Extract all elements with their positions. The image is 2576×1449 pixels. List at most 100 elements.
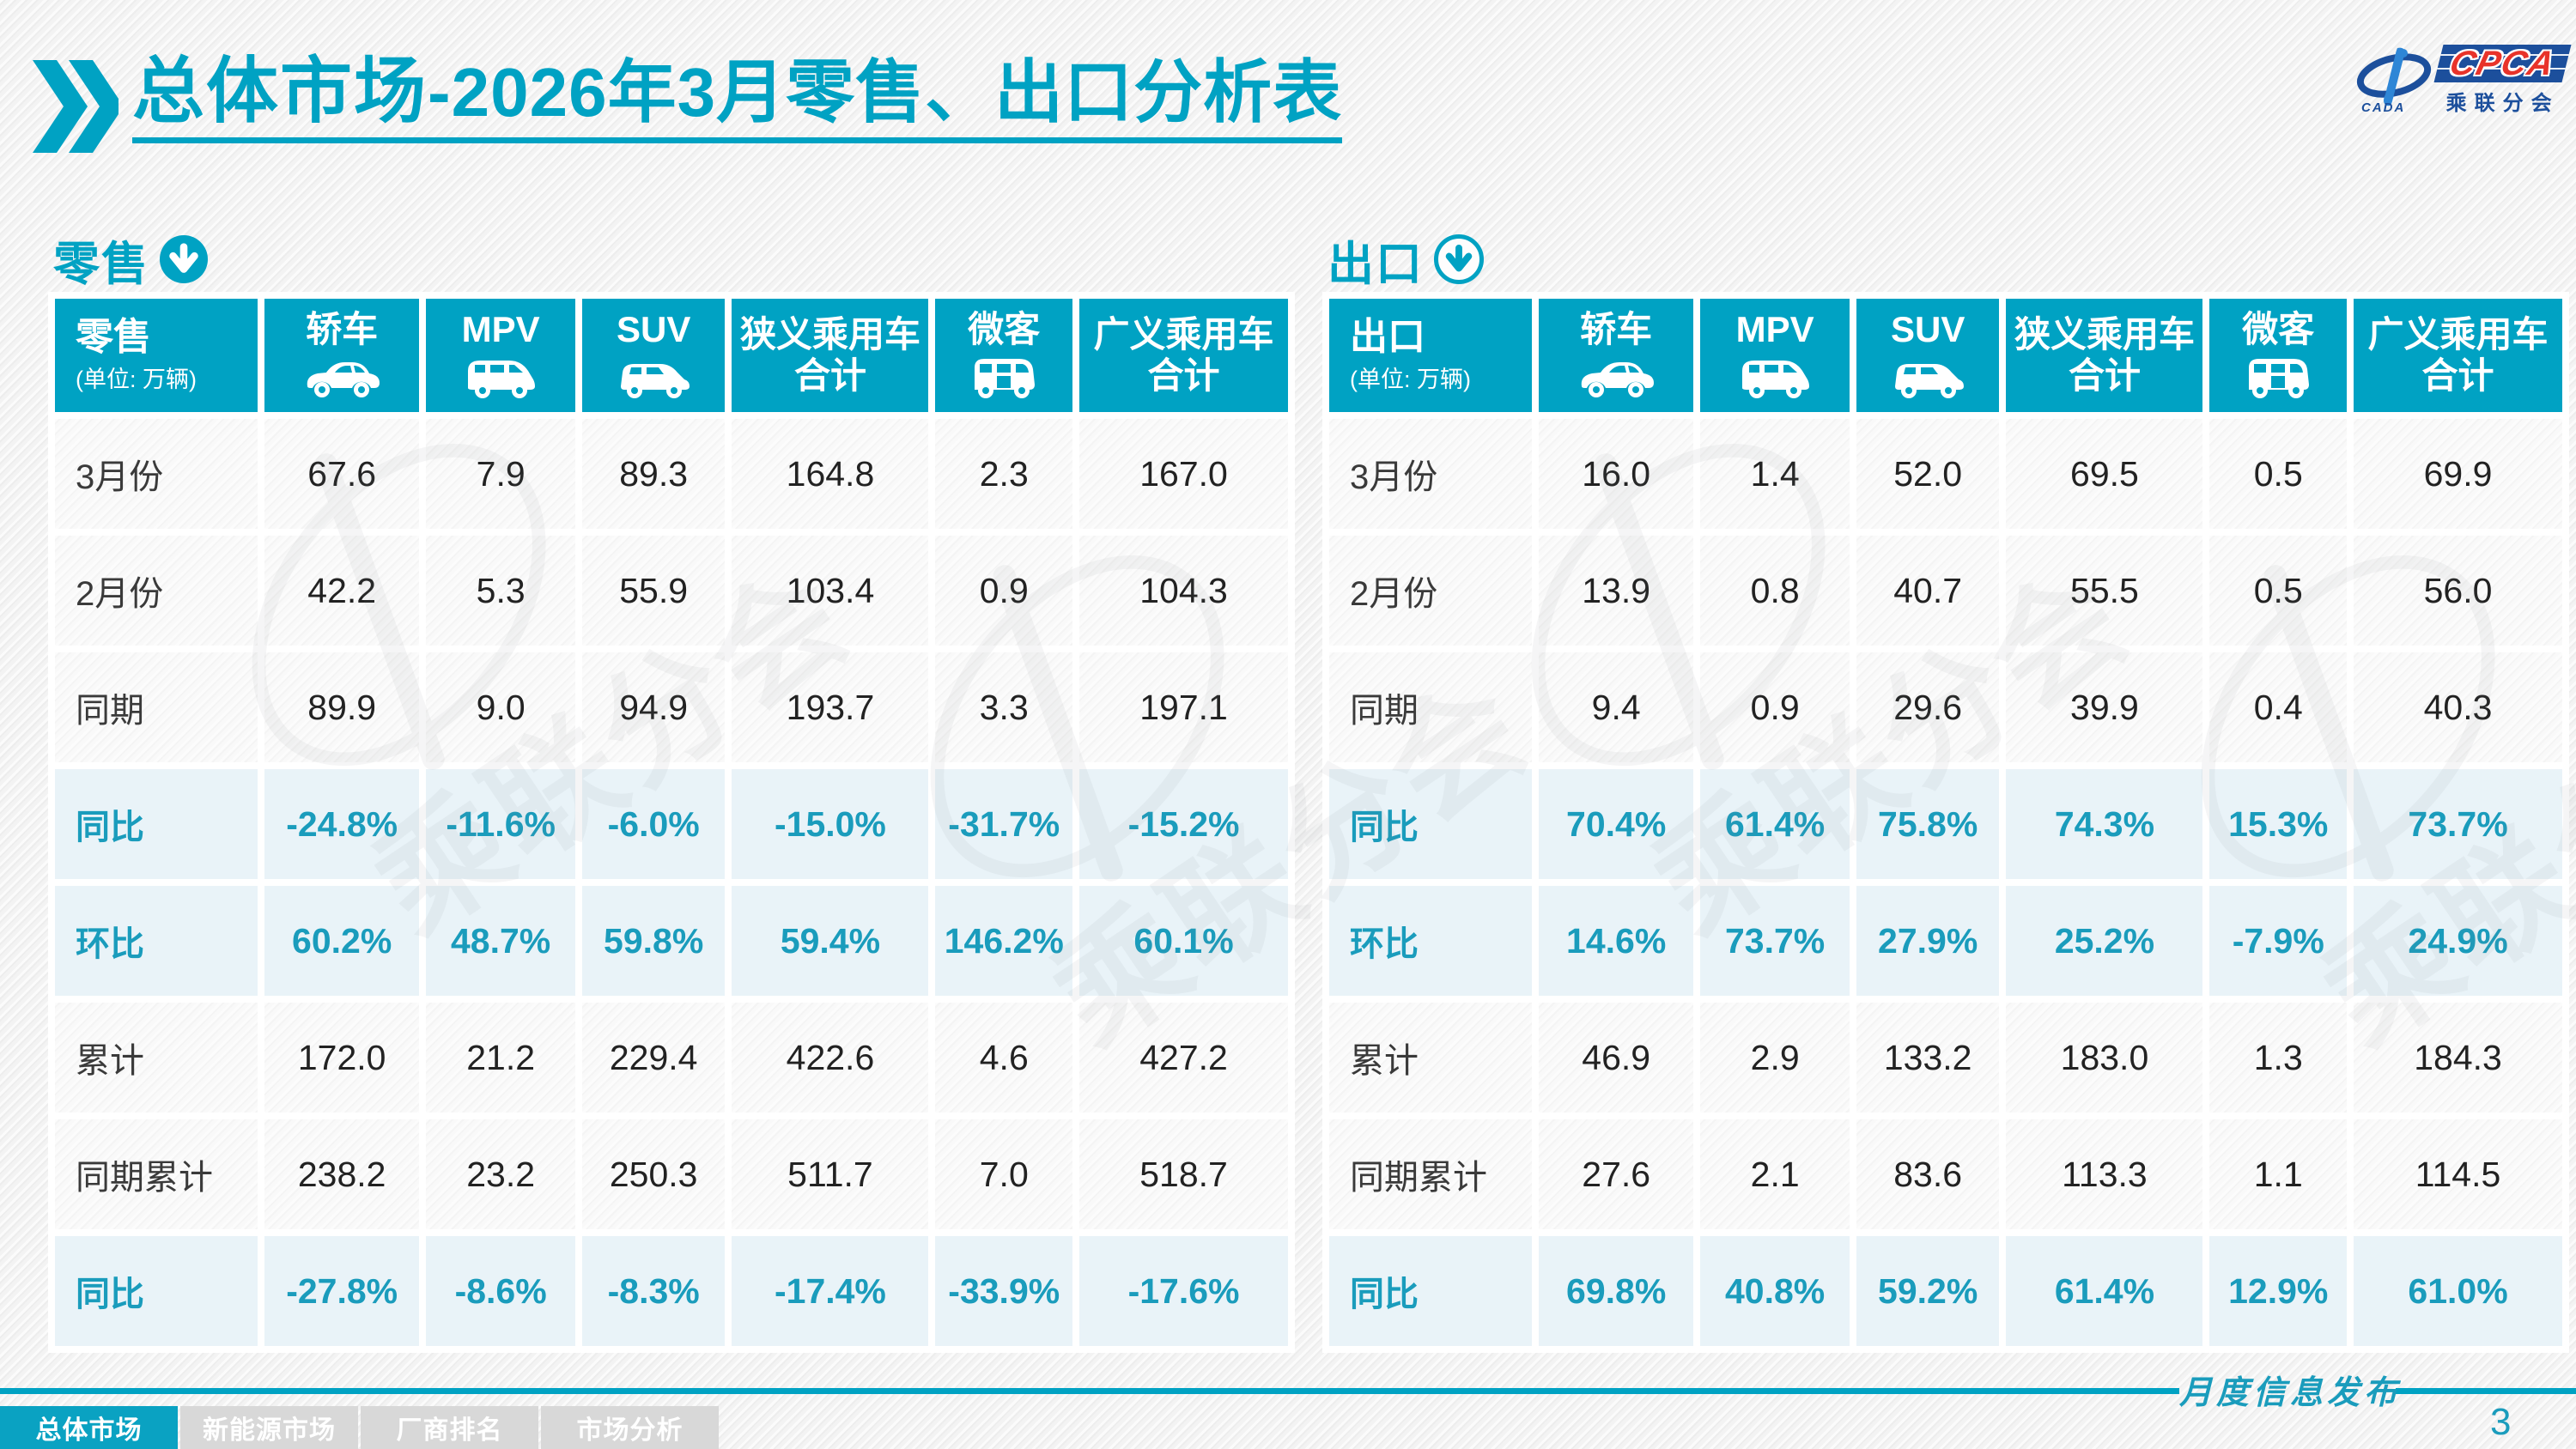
row-label: 同比 xyxy=(1329,1236,1532,1346)
table-cell: -33.9% xyxy=(935,1236,1073,1346)
ring-circle-down-arrow-icon xyxy=(1434,234,1484,284)
column-label: 微客 xyxy=(968,308,1041,349)
cpca-logo: CADA CPCA 乘联分会 xyxy=(2354,45,2572,118)
table-cell: 73.7% xyxy=(1700,886,1850,996)
table-cell: 48.7% xyxy=(426,886,575,996)
cada-wordmark: CADA xyxy=(2361,100,2406,115)
table-cell: 25.2% xyxy=(2006,886,2203,996)
table-cell: 7.9 xyxy=(426,419,575,529)
table-row: 同期累计 238.2 23.2 250.3 511.7 7.0 518.7 xyxy=(55,1119,1288,1229)
table-cell: 518.7 xyxy=(1079,1119,1288,1229)
table-cell: 39.9 xyxy=(2006,652,2203,762)
retail-table: 零售 (单位: 万辆) 轿车 MPV SUV 狭义乘用车 合计 微客 广义乘用车 合计 3月份 67.… xyxy=(48,292,1295,1353)
table-cell: 427.2 xyxy=(1079,1003,1288,1113)
sedan-icon xyxy=(1575,352,1657,402)
cpca-subtitle: 乘联分会 xyxy=(2445,92,2560,115)
row-label: 2月份 xyxy=(55,536,258,646)
header-label: 零售 xyxy=(76,316,151,359)
column-label-line2: 合计 xyxy=(2421,355,2494,396)
table-cell: 13.9 xyxy=(1538,536,1694,646)
table-cell: 94.9 xyxy=(581,652,726,762)
table-cell: 55.9 xyxy=(581,536,726,646)
row-label: 同比 xyxy=(1329,769,1532,879)
table-cell: -27.8% xyxy=(264,1236,420,1346)
table-header-cell: SUV xyxy=(581,299,726,412)
table-cell: 0.9 xyxy=(1700,652,1850,762)
table-header-cell: 轿车 xyxy=(1538,299,1694,412)
table-cell: 9.0 xyxy=(426,652,575,762)
header-label: 出口 xyxy=(1350,316,1425,359)
table-row: 同比 -27.8% -8.6% -8.3% -17.4% -33.9% -17.6% xyxy=(55,1236,1288,1346)
column-label-line2: 合计 xyxy=(2068,355,2141,396)
retail-panel: 零售 零售 (单位: 万辆) 轿车 MPV SUV 狭义乘用车 合计 微客 广义乘用车 合计 3月份… xyxy=(48,228,1295,1353)
table-row: 3月份 16.0 1.4 52.0 69.5 0.5 69.9 xyxy=(1329,419,2562,529)
row-label: 环比 xyxy=(1329,886,1532,996)
table-cell: 5.3 xyxy=(426,536,575,646)
table-row: 2月份 13.9 0.8 40.7 55.5 0.5 56.0 xyxy=(1329,536,2562,646)
table-cell: 9.4 xyxy=(1538,652,1694,762)
table-cell: 73.7% xyxy=(2354,769,2562,879)
table-cell: 250.3 xyxy=(581,1119,726,1229)
nav-tab-3[interactable]: 厂商排名 xyxy=(361,1406,538,1449)
suv-icon xyxy=(612,352,695,402)
table-cell: 60.1% xyxy=(1079,886,1288,996)
table-cell: 238.2 xyxy=(264,1119,420,1229)
table-row: 累计 46.9 2.9 133.2 183.0 1.3 184.3 xyxy=(1329,1003,2562,1113)
table-cell: 60.2% xyxy=(264,886,420,996)
column-label: 轿车 xyxy=(306,308,379,349)
table-cell: 229.4 xyxy=(581,1003,726,1113)
table-cell: 4.6 xyxy=(935,1003,1073,1113)
table-cell: 40.3 xyxy=(2354,652,2562,762)
table-cell: 52.0 xyxy=(1856,419,2000,529)
table-cell: 167.0 xyxy=(1079,419,1288,529)
table-cell: 59.8% xyxy=(581,886,726,996)
column-label: SUV xyxy=(1890,308,1965,349)
nav-tab-1[interactable]: 总体市场 xyxy=(0,1406,178,1449)
nav-tab-4[interactable]: 市场分析 xyxy=(541,1406,719,1449)
table-cell: 103.4 xyxy=(732,536,929,646)
table-header-row: 零售 (单位: 万辆) 轿车 MPV SUV 狭义乘用车 合计 微客 广义乘用车 合计 xyxy=(55,299,1288,412)
table-cell: 146.2% xyxy=(935,886,1073,996)
column-label-line2: 合计 xyxy=(793,355,866,396)
table-row: 同期 89.9 9.0 94.9 193.7 3.3 197.1 xyxy=(55,652,1288,762)
mpv-icon xyxy=(459,352,542,402)
table-cell: 16.0 xyxy=(1538,419,1694,529)
table-header-row: 出口 (单位: 万辆) 轿车 MPV SUV 狭义乘用车 合计 微客 广义乘用车 合计 xyxy=(1329,299,2562,412)
column-label: 广义乘用车 xyxy=(2367,313,2549,355)
table-cell: 67.6 xyxy=(264,419,420,529)
table-cell: -11.6% xyxy=(426,769,575,879)
column-label: MPV xyxy=(1735,308,1814,349)
row-label: 3月份 xyxy=(1329,419,1532,529)
column-label: 狭义乘用车 xyxy=(739,313,920,355)
table-cell: -15.2% xyxy=(1079,769,1288,879)
footer-brand: 月度信息发布 xyxy=(2179,1373,2402,1411)
row-label: 同期 xyxy=(55,652,258,762)
row-label: 环比 xyxy=(55,886,258,996)
table-cell: 422.6 xyxy=(732,1003,929,1113)
table-cell: 1.1 xyxy=(2209,1119,2348,1229)
export-section-header: 出口 xyxy=(1327,228,2569,290)
table-cell: -8.6% xyxy=(426,1236,575,1346)
row-label: 同期累计 xyxy=(55,1119,258,1229)
table-header-cell: 广义乘用车 合计 xyxy=(1079,299,1288,412)
table-header-cell: 狭义乘用车 合计 xyxy=(2006,299,2203,412)
table-cell: 14.6% xyxy=(1538,886,1694,996)
table-cell: 59.2% xyxy=(1856,1236,2000,1346)
table-cell: 70.4% xyxy=(1538,769,1694,879)
table-row: 2月份 42.2 5.3 55.9 103.4 0.9 104.3 xyxy=(55,536,1288,646)
nav-tab-2[interactable]: 新能源市场 xyxy=(180,1406,358,1449)
table-row: 同比 70.4% 61.4% 75.8% 74.3% 15.3% 73.7% xyxy=(1329,769,2562,879)
table-cell: 29.6 xyxy=(1856,652,2000,762)
table-row: 3月份 67.6 7.9 89.3 164.8 2.3 167.0 xyxy=(55,419,1288,529)
table-cell: 511.7 xyxy=(732,1119,929,1229)
table-cell: 183.0 xyxy=(2006,1003,2203,1113)
mpv-icon xyxy=(1734,352,1816,402)
table-cell: 69.5 xyxy=(2006,419,2203,529)
table-cell: -7.9% xyxy=(2209,886,2348,996)
table-cell: 24.9% xyxy=(2354,886,2562,996)
table-cell: 0.5 xyxy=(2209,419,2348,529)
solid-circle-down-arrow-icon xyxy=(160,235,208,283)
table-cell: 197.1 xyxy=(1079,652,1288,762)
table-cell: 104.3 xyxy=(1079,536,1288,646)
export-table: 出口 (单位: 万辆) 轿车 MPV SUV 狭义乘用车 合计 微客 广义乘用车 合计 3月份 16.… xyxy=(1322,292,2569,1353)
